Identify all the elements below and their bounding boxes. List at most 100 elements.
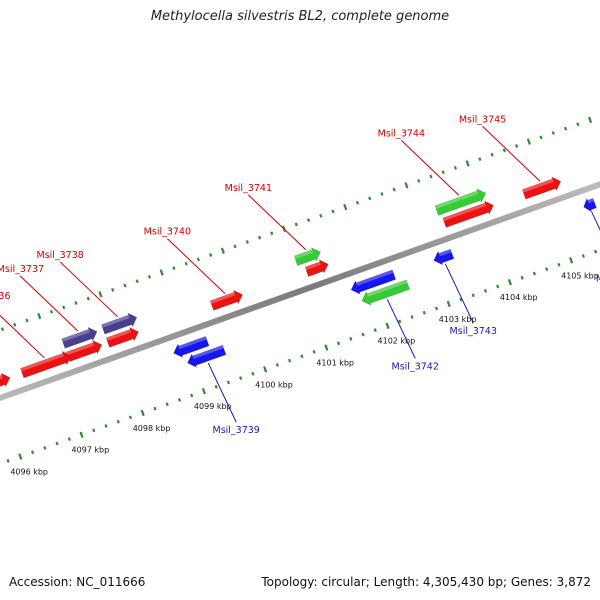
upper-scale-tick	[294, 222, 298, 227]
upper-scale-tick	[62, 305, 66, 310]
lower-scale-tick	[18, 453, 23, 460]
upper-scale-tick	[135, 279, 139, 284]
lower-scale-tick	[446, 300, 451, 308]
upper-scale-tick	[478, 157, 482, 161]
lower-scale-tick	[324, 344, 329, 351]
gene-arrow	[304, 259, 329, 277]
lower-scale-tick	[275, 363, 279, 367]
scale-tick-label: 4105 kbp	[561, 271, 599, 280]
upper-scale-tick	[13, 322, 17, 327]
upper-scale-tick	[49, 309, 54, 314]
upper-scale-tick	[453, 165, 457, 170]
upper-scale-tick	[25, 318, 29, 323]
upper-scale-tick	[245, 240, 249, 244]
gene-arrow	[105, 326, 139, 348]
lower-scale-tick	[226, 380, 230, 385]
lower-scale-tick	[251, 371, 255, 376]
gene-label: Msil_3740	[144, 227, 191, 238]
gene-arrow-msil-3740	[209, 289, 243, 311]
gene-arrow	[66, 339, 103, 362]
gene-label: Msil_3741	[225, 183, 272, 194]
lower-scale-tick	[434, 306, 439, 311]
gene-label-leader	[591, 211, 600, 231]
upper-scale-tick	[355, 200, 360, 205]
upper-scale-tick	[220, 247, 225, 254]
gene-label: Msil_3744	[378, 128, 425, 139]
gene-layer	[0, 176, 597, 390]
gene-label-leader	[386, 299, 416, 359]
gene-arrow	[173, 336, 210, 358]
upper-scale-tick	[147, 274, 151, 279]
gene-label-leader	[247, 194, 307, 251]
gene-arrow-msil-3742	[361, 279, 410, 306]
upper-scale-tick	[417, 179, 421, 183]
upper-scale-tick	[515, 144, 519, 148]
upper-scale-tick	[123, 283, 127, 288]
lower-scale-tick	[116, 419, 120, 424]
upper-scale-tick	[368, 196, 372, 201]
lower-scale-tick	[471, 293, 475, 298]
lower-scale-tick	[422, 310, 426, 315]
upper-scale-tick	[441, 170, 445, 175]
lower-scale-tick	[507, 278, 512, 286]
gene-label: Msil_3746	[596, 274, 600, 285]
lower-scale-tick	[581, 254, 585, 258]
lower-scale-tick	[312, 350, 316, 354]
scale-tick-label: 4099 kbp	[194, 402, 232, 411]
gene-label-leader	[400, 140, 460, 196]
gene-arrow-msil-3746	[583, 197, 597, 213]
scale-tick-label: 4102 kbp	[378, 337, 416, 346]
upper-scale-tick	[74, 301, 78, 305]
lower-scale-tick	[557, 262, 561, 267]
gene-label-leader	[444, 263, 474, 324]
lower-scale-tick	[177, 398, 182, 402]
gene-label: Msil_3743	[450, 326, 497, 337]
upper-scale-tick	[209, 253, 213, 257]
scale-tick-label: 4098 kbp	[133, 424, 171, 433]
gene-label: Msil_3738	[36, 250, 83, 261]
lower-scale-tick	[263, 366, 268, 373]
upper-scale-tick	[196, 257, 200, 262]
lower-scale-tick	[55, 441, 59, 446]
upper-scale-tick	[86, 296, 90, 301]
upper-scale-tick	[392, 187, 396, 192]
lower-scale-tick	[300, 354, 304, 359]
gene-label-leader	[167, 238, 226, 294]
upper-scale-tick	[404, 182, 409, 189]
upper-scale-tick	[588, 116, 593, 124]
accession-text: Accession: NC_011666	[9, 575, 146, 589]
lower-scale-tick	[67, 437, 71, 442]
gene-label: Msil_3737	[0, 264, 44, 275]
upper-scale-tick	[257, 235, 262, 240]
lower-scale-tick	[190, 393, 194, 398]
lower-scale-tick	[569, 257, 574, 264]
lower-scale-tick	[104, 424, 108, 428]
genome-summary-text: Topology: circular; Length: 4,305,430 bp…	[261, 575, 591, 589]
tick-layer: 4096 kbp 4097 kbp 4098 kbp 4099 kbp 4100 kbp…	[0, 116, 599, 476]
lower-scale-tick	[545, 267, 549, 271]
gene-label-leader	[482, 125, 541, 182]
scale-tick-label: 4104 kbp	[500, 293, 538, 302]
lower-scale-tick	[496, 284, 500, 289]
map-title: Methylocella silvestris BL2, complete ge…	[150, 9, 450, 24]
scale-tick-label: 4103 kbp	[439, 315, 477, 324]
lower-scale-tick	[153, 406, 157, 411]
gene-label-leader	[207, 362, 237, 423]
lower-scale-tick	[165, 402, 169, 407]
gene-label: Msil_3745	[459, 114, 506, 125]
gene-arrow-msil-3741	[293, 247, 321, 266]
lower-scale-tick	[201, 387, 206, 395]
gene-arrow-msil-3738	[101, 312, 138, 335]
lower-scale-tick	[140, 409, 145, 417]
lower-scale-tick	[6, 459, 10, 463]
upper-scale-tick	[184, 261, 188, 266]
upper-scale-tick	[539, 135, 543, 140]
upper-scale-tick	[159, 269, 164, 276]
lower-scale-tick	[398, 319, 402, 324]
lower-scale-tick	[349, 336, 353, 341]
upper-scale-tick	[233, 244, 237, 249]
upper-scale-tick	[343, 203, 348, 211]
upper-scale-tick	[502, 148, 506, 153]
gene-label-leader	[0, 314, 45, 359]
upper-scale-tick	[98, 291, 103, 298]
